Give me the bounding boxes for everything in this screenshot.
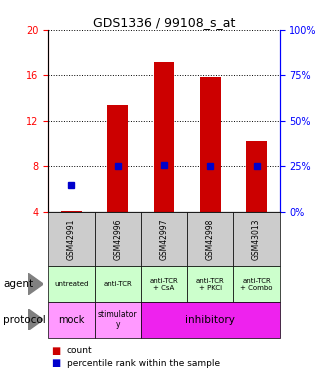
Text: GSM42996: GSM42996 (113, 218, 122, 260)
Text: agent: agent (3, 279, 33, 289)
Text: anti-TCR
+ CsA: anti-TCR + CsA (150, 278, 178, 291)
Text: untreated: untreated (54, 281, 89, 287)
Text: ■: ■ (52, 346, 61, 355)
Polygon shape (28, 309, 43, 330)
Title: GDS1336 / 99108_s_at: GDS1336 / 99108_s_at (93, 16, 235, 29)
Text: GSM42991: GSM42991 (67, 218, 76, 260)
Text: inhibitory: inhibitory (185, 315, 235, 325)
Text: stimulator
y: stimulator y (98, 310, 138, 329)
Text: mock: mock (58, 315, 85, 325)
Polygon shape (28, 273, 43, 295)
Text: percentile rank within the sample: percentile rank within the sample (67, 358, 220, 368)
Text: anti-TCR
+ Combo: anti-TCR + Combo (240, 278, 273, 291)
Bar (154, 62, 174, 212)
Bar (246, 141, 267, 212)
Bar (61, 211, 82, 212)
Text: anti-TCR: anti-TCR (103, 281, 132, 287)
Text: GSM42998: GSM42998 (206, 218, 215, 260)
Text: ■: ■ (52, 358, 61, 368)
Bar (107, 105, 128, 212)
Text: GSM43013: GSM43013 (252, 218, 261, 260)
Text: GSM42997: GSM42997 (160, 218, 168, 260)
Text: anti-TCR
+ PKCi: anti-TCR + PKCi (196, 278, 225, 291)
Bar (200, 76, 221, 212)
Text: protocol: protocol (3, 315, 46, 325)
Text: count: count (67, 346, 92, 355)
